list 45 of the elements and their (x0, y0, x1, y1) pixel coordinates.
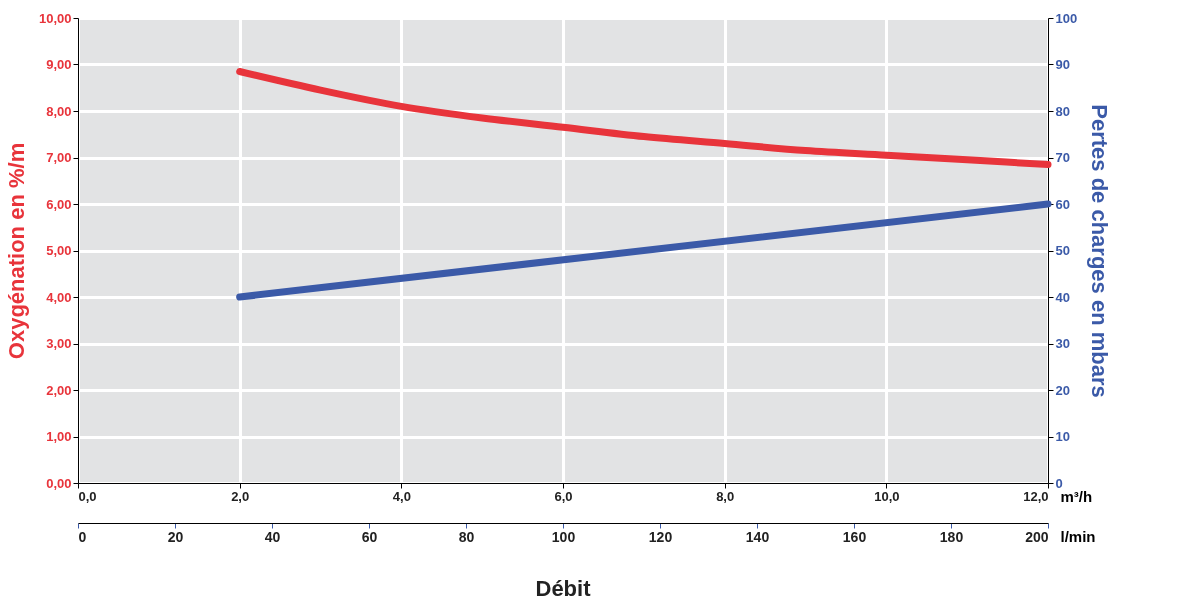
x2-tick-label: 20 (167, 528, 184, 545)
x-axis-title: m³/h (1060, 487, 1093, 505)
x-tick-label: 6,0 (554, 488, 573, 504)
y2-axis-title: Pertes de charges en mbars (1087, 104, 1113, 398)
x2-tick-label: 100 (551, 528, 576, 545)
y-tick-label: 2,00 (46, 382, 72, 398)
y-tick-label: 4,00 (46, 289, 72, 305)
x2-tick-label: 80 (458, 528, 475, 545)
y2-tick-label: 80 (1055, 103, 1070, 119)
x2-tick-label: 0 (78, 528, 87, 545)
x2-tick-label: 40 (264, 528, 281, 545)
x-tick-label: 12,0 (1023, 488, 1049, 504)
y-tick-label: 0,00 (46, 475, 72, 491)
x2-tick-label: 120 (648, 528, 673, 545)
y2-tick-label: 30 (1055, 336, 1070, 351)
y2-tick-label: 100 (1055, 10, 1078, 26)
y2-tick-label: 70 (1055, 150, 1070, 165)
y2-tick-label: 0 (1055, 475, 1063, 491)
y2-tick-label: 10 (1055, 429, 1070, 444)
x-tick-label: 10,0 (874, 488, 900, 504)
x2-tick-label: 200 (1025, 528, 1049, 545)
x2-tick-label: 140 (745, 528, 770, 545)
text: Débit (535, 576, 592, 601)
y-tick-label: 1,00 (46, 429, 72, 444)
x2-tick-label: 180 (939, 528, 964, 545)
y-tick-label: 7,00 (46, 150, 72, 165)
y2-tick-label: 20 (1055, 382, 1070, 398)
y-tick-label: 10,00 (38, 10, 72, 26)
y-axis-title: Oxygénation en %/m (3, 142, 29, 360)
y2-tick-label: 90 (1055, 57, 1070, 72)
x-tick-label: 4,0 (392, 488, 411, 504)
x2-tick-label: 160 (842, 528, 867, 545)
y-tick-label: 8,00 (46, 103, 72, 119)
y-tick-label: 5,00 (46, 243, 72, 258)
y-tick-label: 9,00 (46, 57, 72, 72)
y-tick-label: 6,00 (46, 196, 72, 212)
y-tick-label: 3,00 (46, 336, 72, 351)
y2-tick-label: 40 (1055, 289, 1070, 305)
x-tick-label: 2,0 (231, 488, 250, 504)
x2-tick-label: 60 (361, 528, 378, 545)
x-tick-label: 0,0 (78, 488, 97, 504)
y2-tick-label: 60 (1055, 196, 1070, 212)
y2-tick-label: 50 (1055, 243, 1070, 258)
x2-axis-title: l/min (1060, 527, 1096, 545)
x-tick-label: 8,0 (716, 488, 735, 504)
